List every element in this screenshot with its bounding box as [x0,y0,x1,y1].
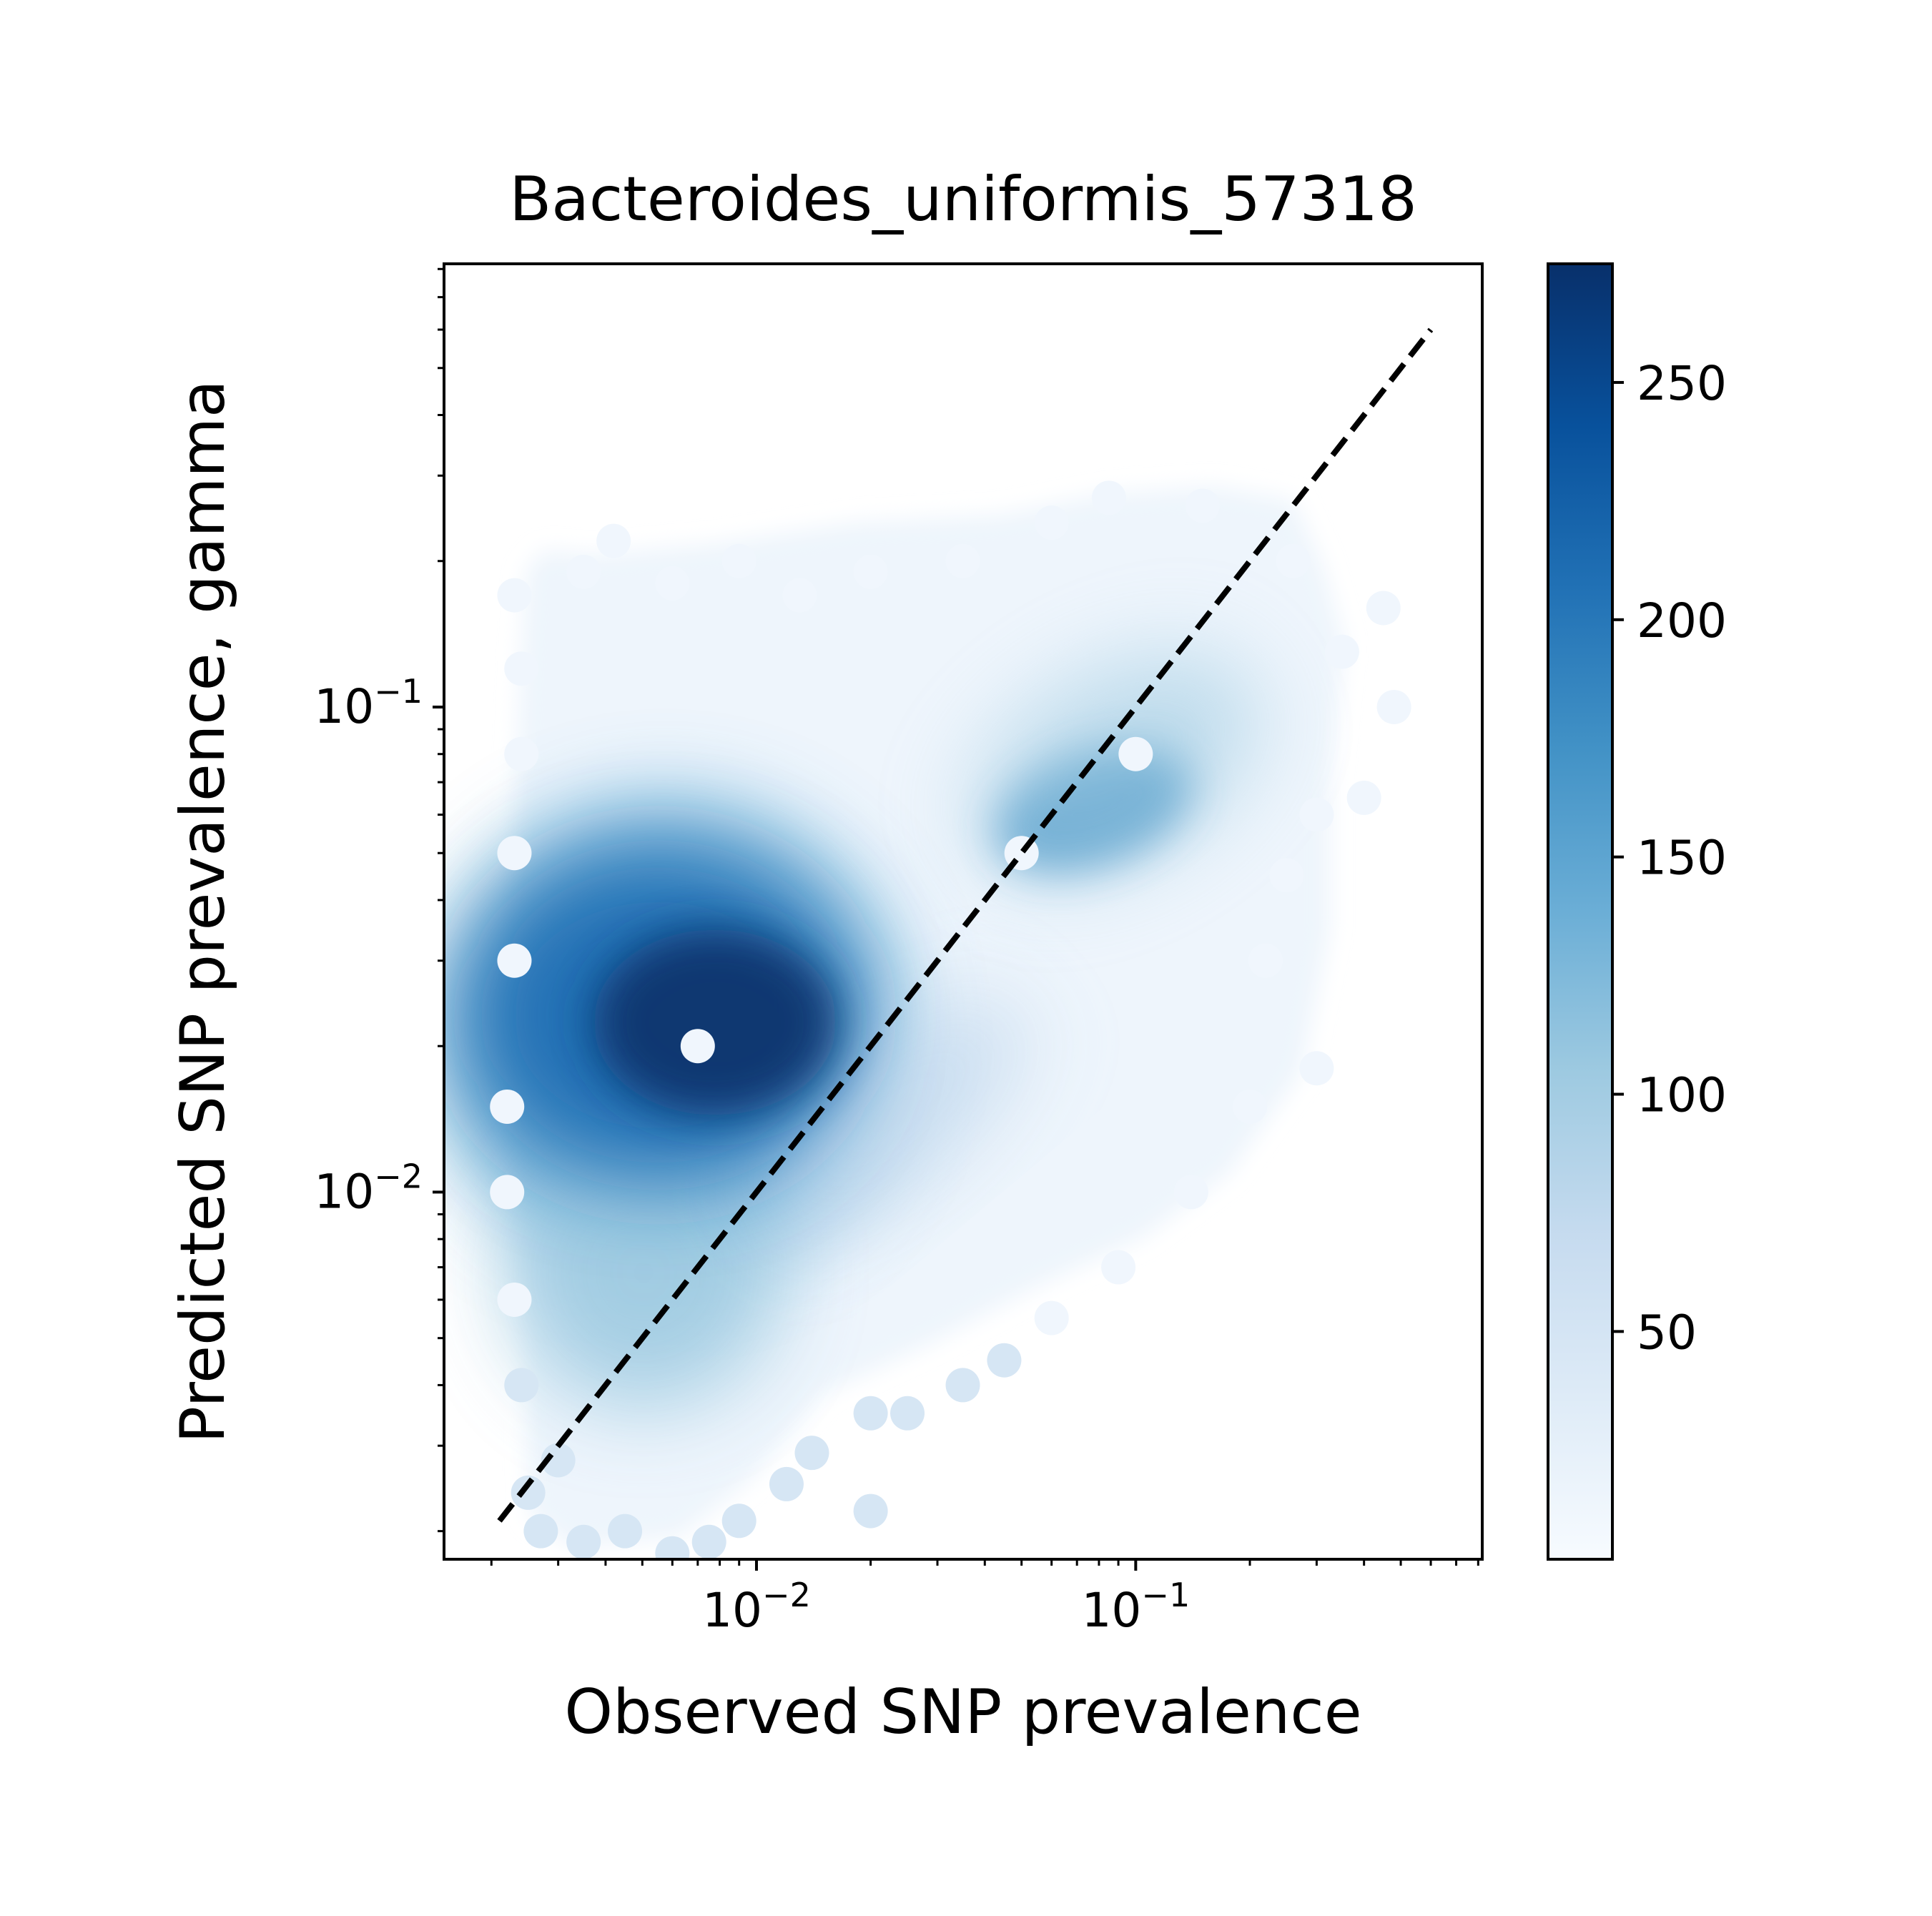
colorbar-tick-label: 200 [1637,593,1727,648]
density-cloud [444,486,1344,1548]
scatter-point [497,943,532,978]
scatter-point [945,543,980,578]
scatter-point [566,1524,601,1559]
scatter-point [497,1282,532,1317]
scatter-point [782,578,817,613]
scatter-point [504,1368,539,1403]
x-axis: 10−2 10−1 [490,1559,1479,1638]
scatter-point [680,1029,715,1064]
colorbar-tick-label: 150 [1637,831,1727,886]
y-tick-label: 10−2 [314,1157,423,1219]
density-region-diagonal [761,998,1027,1233]
colorbar-frame [1547,262,1614,1561]
scatter-point [1276,543,1311,578]
scatter-point [1346,780,1381,815]
scatter-point [945,1368,980,1403]
scatter-point [511,1475,546,1510]
x-axis-label: Observed SNP prevalence [564,1676,1361,1748]
scatter-point [721,543,756,578]
colorbar-ticks: 50 100 150 200 250 [1612,356,1727,1360]
scatter-point [987,1343,1022,1378]
scatter-point [497,578,532,613]
scatter-point [794,1436,829,1471]
scatter-point [1185,488,1220,523]
scatter-point [497,836,532,871]
scatter-point [608,1513,643,1549]
scatter-point [1299,797,1334,832]
y-axis: 10−2 10−1 [314,267,444,1533]
plot-area [444,264,1482,1559]
scatter-point [1366,591,1401,626]
plot-frame [443,262,1484,1561]
y-tick-label: 10−1 [314,672,423,734]
colorbar-tick-label: 50 [1637,1305,1697,1360]
scatter-point [691,1524,726,1559]
colorbar-tick-label: 100 [1637,1068,1727,1123]
colorbar-gradient [1548,264,1612,1559]
colorbar: 50 100 150 200 250 [1547,262,1727,1561]
scatter-point [1034,505,1069,540]
scatter-point [1269,858,1304,893]
scatter-point [1324,634,1359,669]
scatter-point [1376,689,1411,724]
scatter-point [504,651,539,686]
scatter-point [1034,1300,1069,1335]
scatter-point [853,554,888,589]
density-points [490,480,1411,1559]
scatter-point [1091,480,1126,515]
density-region-core [593,929,837,1115]
scatter-point [1118,736,1153,771]
scatter-point [655,1536,690,1559]
colorbar-tick-label: 250 [1637,356,1727,411]
x-tick-label: 10−1 [1081,1576,1190,1638]
scatter-point [490,1089,525,1124]
scatter-point [853,1493,888,1529]
scatter-point [769,1466,804,1501]
scatter-point [1173,1175,1208,1210]
scatter-point [1299,1051,1334,1086]
scatter-point [721,1503,756,1539]
scatter-point [490,1175,525,1210]
scatter-point [1101,1250,1136,1285]
scatter-point [541,1443,576,1478]
scatter-point [1248,943,1283,978]
chart-title: Bacteroides_uniformis_57318 [509,164,1417,235]
scatter-point [523,1513,558,1549]
one-to-one-line [497,327,1434,1523]
scatter-point [596,523,631,558]
scatter-point [655,566,690,601]
scatter-point [504,736,539,771]
scatter-point [566,554,601,589]
scatter-point [890,1396,925,1431]
x-tick-label: 10−2 [702,1576,811,1638]
density-region-low-tail [508,1137,779,1408]
scatter-point [853,1396,888,1431]
scatter-point [1232,1089,1267,1124]
y-axis-label: Predicted SNP prevalence, gamma [167,380,239,1443]
